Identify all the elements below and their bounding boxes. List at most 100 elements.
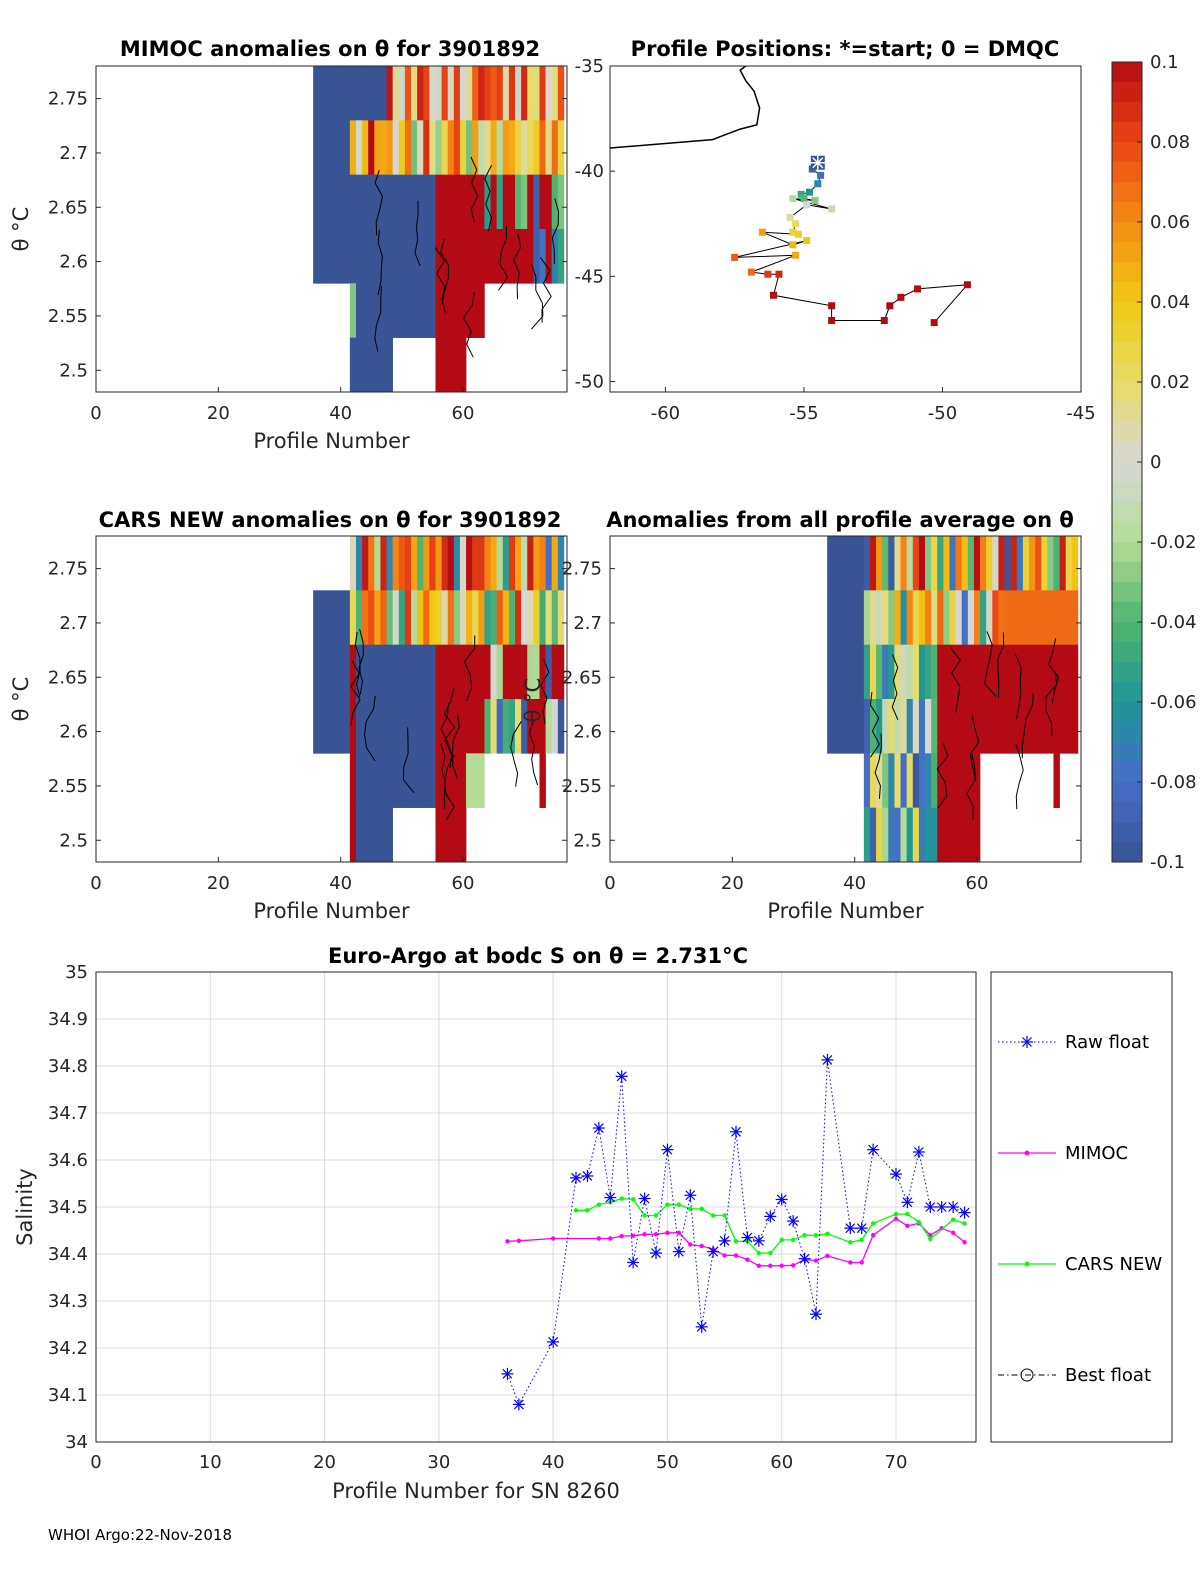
point-mimoc [676, 1230, 682, 1236]
colorbar-segment [1112, 322, 1142, 343]
heatmap-cell [423, 66, 430, 121]
heatmap-cell [827, 536, 834, 591]
heatmap-cell [1041, 536, 1048, 591]
heatmap-cell [888, 807, 895, 862]
heatmap-cell [447, 66, 455, 121]
heatmap-cell [466, 174, 473, 230]
heatmap-cell [429, 644, 436, 700]
heatmap-cell [368, 337, 375, 392]
point-raw-float [924, 1201, 937, 1213]
heatmap-cell [435, 174, 442, 230]
y-axis-label: θ °C [9, 677, 33, 722]
heatmap-cell [362, 807, 369, 862]
heatmap-cell [1035, 699, 1042, 754]
heatmap-cell [368, 753, 375, 808]
contour-line [354, 631, 361, 698]
heatmap-cell [453, 229, 461, 284]
heatmap-cell [459, 229, 467, 284]
heatmap-cell [484, 699, 491, 754]
heatmap-cell [380, 337, 387, 392]
heatmap-cell [374, 174, 381, 230]
profile-position-point [794, 230, 802, 238]
heatmap-cell [490, 174, 497, 230]
heatmap-cell [557, 590, 565, 645]
heatmap-cell [478, 536, 485, 591]
heatmap-cell [374, 644, 381, 700]
heatmap-cell [912, 644, 920, 700]
point-raw-float [844, 1222, 857, 1235]
x-axis-label: Profile Number [767, 899, 924, 923]
heatmap-cell [925, 807, 932, 862]
colorbar-segment [1112, 182, 1142, 203]
heatmap-cell [362, 590, 369, 645]
contour-line [440, 238, 449, 305]
star-stroke [719, 1235, 730, 1246]
heatmap-cell [894, 536, 901, 591]
contour-line [350, 660, 361, 726]
star-stroke [548, 1336, 559, 1347]
heatmap-cell [827, 699, 834, 754]
x-tick-label: 30 [427, 1452, 450, 1473]
point-raw-float [581, 1169, 594, 1182]
legend-frame [990, 971, 1173, 1443]
heatmap-cell [490, 590, 497, 645]
y-tick-label: 34.6 [48, 1150, 88, 1171]
y-tick-label: 2.6 [59, 722, 88, 743]
heatmap-cell [319, 174, 326, 230]
heatmap-cell [1071, 699, 1079, 754]
heatmap-cell [349, 66, 357, 121]
contour-line [402, 727, 415, 794]
heatmap-cell [986, 644, 993, 700]
heatmap-cell [955, 807, 963, 862]
star-stroke [1022, 1037, 1032, 1047]
x-tick-label: 40 [329, 403, 352, 424]
heatmap-cell [313, 66, 320, 121]
chart-title: Euro-Argo at bodc S on θ = 2.731°C [328, 944, 748, 968]
heatmap-cell [368, 174, 375, 230]
y-tick-label: 34.4 [48, 1244, 88, 1265]
y-tick-label: 2.65 [562, 667, 602, 688]
heatmap-cell [343, 699, 351, 754]
heatmap-cell [435, 699, 442, 754]
heatmap-cell [380, 66, 387, 121]
heatmap-cell [515, 536, 522, 591]
heatmap-cell [1022, 536, 1030, 591]
heatmap-cell [459, 283, 467, 338]
heatmap-cell [876, 699, 883, 754]
heatmap-cell [331, 66, 338, 121]
profile-position-point [764, 270, 772, 278]
heatmap-cell [417, 120, 424, 175]
contour-line [874, 733, 882, 799]
point-raw-float [650, 1247, 662, 1260]
heatmap-cell [496, 229, 504, 284]
y-tick-label: -35 [575, 56, 604, 77]
heatmap-cell [404, 699, 412, 754]
point-cars-new [905, 1211, 910, 1217]
heatmap-cell [521, 699, 528, 754]
heatmap-cell [368, 807, 375, 862]
heatmap-cell [423, 753, 430, 808]
heatmap-cell [515, 174, 522, 230]
heatmap-cell [441, 337, 449, 392]
heatmap-cell [980, 644, 987, 700]
point-raw-float [855, 1222, 868, 1235]
heatmap-cell [857, 699, 865, 754]
heatmap-cell [980, 699, 987, 754]
profile-position-point [792, 220, 800, 228]
heatmap-cell [417, 536, 424, 591]
heatmap-cell [423, 229, 430, 284]
heatmap-cell [313, 229, 320, 284]
colorbar-segment [1112, 762, 1142, 783]
heatmap-cell [502, 174, 510, 230]
heatmap-cell [533, 66, 540, 121]
x-tick-label: 10 [199, 1452, 222, 1473]
point-mimoc [619, 1233, 624, 1239]
heatmap-cell [925, 753, 932, 808]
heatmap-cell [906, 536, 914, 591]
heatmap-cell [1047, 699, 1054, 754]
heatmap-cell [539, 536, 546, 591]
contour-line [374, 169, 384, 236]
profile-position-point [897, 293, 905, 301]
heatmap-cell [973, 644, 981, 700]
point-raw-float [718, 1234, 731, 1247]
